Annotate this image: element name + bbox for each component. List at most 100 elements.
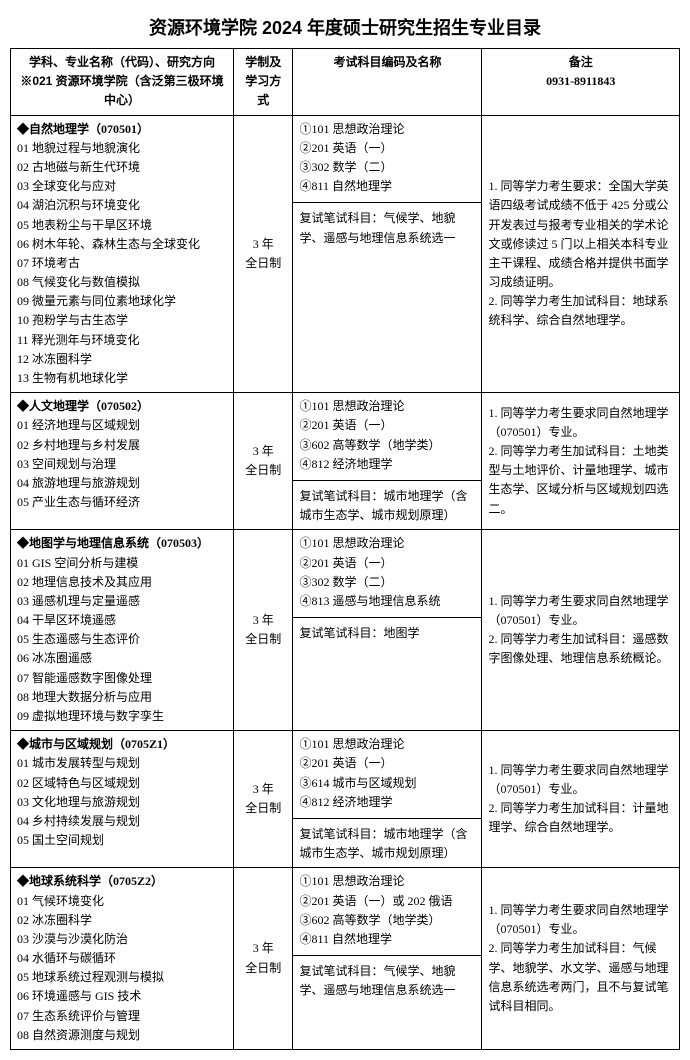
catalog-table: 学科、专业名称（代码）、研究方向 ※021 资源环境学院（含泛第三极环境中心） … [10,48,680,1050]
direction-item: 07 智能遥感数字图像处理 [17,669,227,688]
direction-item: 09 微量元素与同位素地球化学 [17,292,227,311]
cell-notes: 1. 同等学力考生要求同自然地理学（070501）专业。 2. 同等学力考生加试… [482,731,680,868]
direction-item: 11 释光测年与环境变化 [17,331,227,350]
major-name: 自然地理学（070501） [17,120,227,139]
exam-item: ④811 自然地理学 [299,930,475,949]
cell-study-mode: 3 年 全日制 [234,115,293,393]
cell-major-directions: 自然地理学（070501）01 地貌过程与地貌演化02 古地磁与新生代环境03 … [11,115,234,393]
direction-item: 13 生物有机地球化学 [17,369,227,388]
exam-separator [293,480,481,481]
header-col4-line1: 备注 [488,53,673,72]
exam-separator [293,202,481,203]
direction-item: 08 自然资源测度与规划 [17,1026,227,1045]
cell-major-directions: 人文地理学（070502）01 经济地理与区域规划02 乡村地理与乡村发展03 … [11,393,234,530]
header-col1: 学科、专业名称（代码）、研究方向 ※021 资源环境学院（含泛第三极环境中心） [11,49,234,116]
direction-item: 04 干旱区环境遥感 [17,611,227,630]
exam-item: ③302 数学（二） [299,158,475,177]
retest-subjects: 复试笔试科目：气候学、地貌学、遥感与地理信息系统选一 [299,209,475,247]
exam-item: ④812 经济地理学 [299,455,475,474]
direction-item: 05 产业生态与循环经济 [17,493,227,512]
direction-item: 02 冰冻圈科学 [17,911,227,930]
table-row: 自然地理学（070501）01 地貌过程与地貌演化02 古地磁与新生代环境03 … [11,115,680,393]
exam-item: ③602 高等数学（地学类） [299,911,475,930]
cell-exams: ①101 思想政治理论②201 英语（一）③302 数学（二）④811 自然地理… [293,115,482,393]
exam-item: ①101 思想政治理论 [299,397,475,416]
cell-major-directions: 地球系统科学（0705Z2）01 气候环境变化02 冰冻圈科学03 沙漠与沙漠化… [11,868,234,1050]
cell-major-directions: 地图学与地理信息系统（070503）01 GIS 空间分析与建模02 地理信息技… [11,530,234,731]
direction-item: 01 气候环境变化 [17,892,227,911]
direction-item: 03 文化地理与旅游规划 [17,793,227,812]
cell-study-mode: 3 年 全日制 [234,731,293,868]
direction-item: 10 孢粉学与古生态学 [17,311,227,330]
exam-item: ③602 高等数学（地学类） [299,436,475,455]
direction-item: 02 区域特色与区域规划 [17,774,227,793]
major-name: 地图学与地理信息系统（070503） [17,534,227,553]
direction-item: 09 虚拟地理环境与数字孪生 [17,707,227,726]
exam-item: ①101 思想政治理论 [299,735,475,754]
direction-item: 05 地表粉尘与干旱区环境 [17,216,227,235]
direction-item: 07 生态系统评价与管理 [17,1007,227,1026]
cell-study-mode: 3 年 全日制 [234,868,293,1050]
header-col3: 考试科目编码及名称 [293,49,482,116]
direction-item: 02 古地磁与新生代环境 [17,158,227,177]
retest-subjects: 复试笔试科目：气候学、地貌学、遥感与地理信息系统选一 [299,962,475,1000]
direction-item: 06 环境遥感与 GIS 技术 [17,987,227,1006]
table-row: 地球系统科学（0705Z2）01 气候环境变化02 冰冻圈科学03 沙漠与沙漠化… [11,868,680,1050]
table-row: 地图学与地理信息系统（070503）01 GIS 空间分析与建模02 地理信息技… [11,530,680,731]
direction-item: 05 生态遥感与生态评价 [17,630,227,649]
cell-notes: 1. 同等学力考生要求：全国大学英语四级考试成绩不低于 425 分或公开发表过与… [482,115,680,393]
direction-item: 03 沙漠与沙漠化防治 [17,930,227,949]
cell-notes: 1. 同等学力考生要求同自然地理学（070501）专业。 2. 同等学力考生加试… [482,530,680,731]
header-col4: 备注 0931-8911843 [482,49,680,116]
major-name: 城市与区域规划（0705Z1） [17,735,227,754]
direction-item: 01 经济地理与区域规划 [17,416,227,435]
direction-item: 05 地球系统过程观测与模拟 [17,968,227,987]
exam-item: ②201 英语（一） [299,754,475,773]
cell-notes: 1. 同等学力考生要求同自然地理学（070501）专业。 2. 同等学力考生加试… [482,868,680,1050]
cell-study-mode: 3 年 全日制 [234,530,293,731]
exam-item: ②201 英语（一）或 202 俄语 [299,892,475,911]
table-row: 人文地理学（070502）01 经济地理与区域规划02 乡村地理与乡村发展03 … [11,393,680,530]
direction-item: 02 地理信息技术及其应用 [17,573,227,592]
exam-item: ④812 经济地理学 [299,793,475,812]
exam-item: ④813 遥感与地理信息系统 [299,592,475,611]
cell-notes: 1. 同等学力考生要求同自然地理学（070501）专业。 2. 同等学力考生加试… [482,393,680,530]
retest-subjects: 复试笔试科目：城市地理学（含城市生态学、城市规划原理） [299,487,475,525]
retest-subjects: 复试笔试科目：地图学 [299,624,475,643]
exam-item: ①101 思想政治理论 [299,872,475,891]
header-col1-line1: 学科、专业名称（代码）、研究方向 [17,53,227,72]
exam-separator [293,955,481,956]
exam-item: ②201 英语（一） [299,139,475,158]
cell-exams: ①101 思想政治理论②201 英语（一）③614 城市与区域规划④812 经济… [293,731,482,868]
table-row: 城市与区域规划（0705Z1）01 城市发展转型与规划02 区域特色与区域规划0… [11,731,680,868]
major-name: 地球系统科学（0705Z2） [17,872,227,891]
cell-exams: ①101 思想政治理论②201 英语（一）③302 数学（二）④813 遥感与地… [293,530,482,731]
direction-item: 05 国土空间规划 [17,831,227,850]
header-col1-line2: ※021 资源环境学院（含泛第三极环境中心） [17,72,227,110]
cell-major-directions: 城市与区域规划（0705Z1）01 城市发展转型与规划02 区域特色与区域规划0… [11,731,234,868]
direction-item: 03 遥感机理与定量遥感 [17,592,227,611]
cell-exams: ①101 思想政治理论②201 英语（一）或 202 俄语③602 高等数学（地… [293,868,482,1050]
header-col2: 学制及学习方式 [234,49,293,116]
direction-item: 12 冰冻圈科学 [17,350,227,369]
direction-item: 07 环境考古 [17,254,227,273]
direction-item: 04 湖泊沉积与环境变化 [17,196,227,215]
exam-item: ③302 数学（二） [299,573,475,592]
direction-item: 06 树木年轮、森林生态与全球变化 [17,235,227,254]
exam-item: ①101 思想政治理论 [299,534,475,553]
retest-subjects: 复试笔试科目：城市地理学（含城市生态学、城市规划原理） [299,825,475,863]
direction-item: 04 乡村持续发展与规划 [17,812,227,831]
direction-item: 04 旅游地理与旅游规划 [17,474,227,493]
page-title: 资源环境学院 2024 年度硕士研究生招生专业目录 [10,14,680,40]
direction-item: 03 全球变化与应对 [17,177,227,196]
exam-item: ④811 自然地理学 [299,177,475,196]
direction-item: 08 气候变化与数值模拟 [17,273,227,292]
table-header-row: 学科、专业名称（代码）、研究方向 ※021 资源环境学院（含泛第三极环境中心） … [11,49,680,116]
exam-item: ③614 城市与区域规划 [299,774,475,793]
direction-item: 06 冰冻圈遥感 [17,649,227,668]
exam-item: ②201 英语（一） [299,554,475,573]
cell-exams: ①101 思想政治理论②201 英语（一）③602 高等数学（地学类）④812 … [293,393,482,530]
header-col4-line2: 0931-8911843 [488,72,673,91]
direction-item: 03 空间规划与治理 [17,455,227,474]
major-name: 人文地理学（070502） [17,397,227,416]
